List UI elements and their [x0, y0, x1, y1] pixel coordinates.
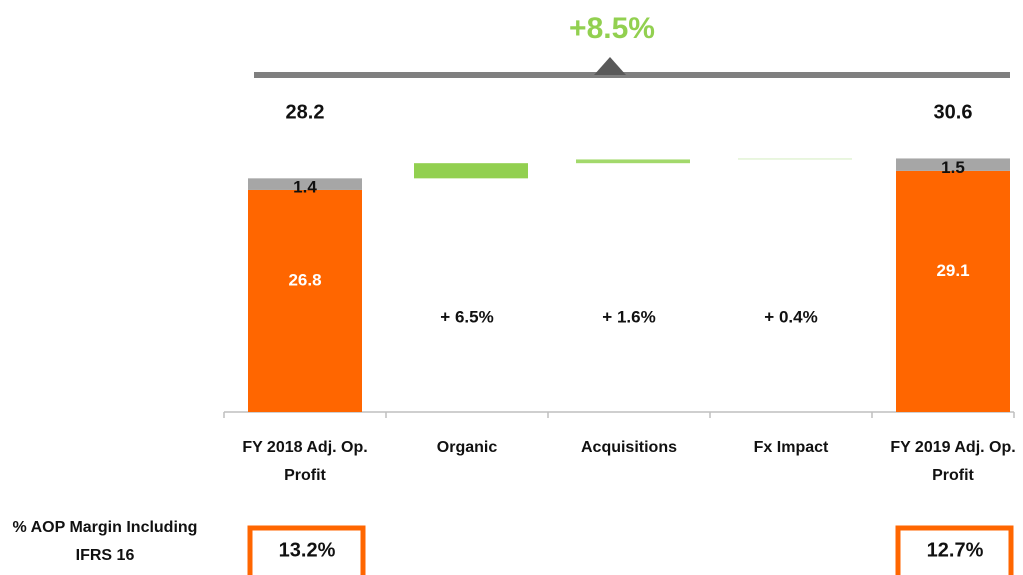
x-tick-label: Fx Impact	[753, 439, 829, 456]
margin-value: 13.2%	[279, 539, 336, 561]
x-tick-label: FY 2018 Adj. Op. Profit	[242, 439, 368, 484]
margin-box	[247, 525, 366, 575]
x-tick-label: Organic	[436, 439, 498, 456]
growth-label: + 0.4%	[764, 307, 817, 326]
total-label: 28.2	[286, 101, 325, 123]
margin-box	[895, 525, 1014, 575]
delta-bar	[738, 158, 852, 160]
delta-bar	[576, 159, 690, 164]
bar-segment	[248, 189, 362, 412]
bracket-arrow	[594, 57, 626, 75]
growth-annotation: +8.5%	[569, 12, 655, 45]
growth-label: + 1.6%	[602, 307, 655, 326]
margin-label: % AOP Margin Including IFRS 16	[12, 519, 198, 564]
x-tick-label: FY 2019 Adj. Op. Profit	[890, 439, 1016, 484]
segment-label: 26.8	[288, 270, 321, 289]
growth-label: + 6.5%	[440, 307, 493, 326]
bar-segment	[896, 158, 1010, 171]
bar-segment	[248, 178, 362, 190]
bar-segment	[896, 170, 1010, 412]
segment-label: 1.5	[941, 158, 965, 177]
total-label: 30.6	[934, 101, 973, 123]
x-tick-label: Acquisitions	[580, 439, 677, 456]
segment-label: 1.4	[293, 178, 317, 197]
delta-bar	[414, 163, 528, 179]
margin-value: 12.7%	[927, 539, 984, 561]
segment-label: 29.1	[936, 261, 969, 280]
